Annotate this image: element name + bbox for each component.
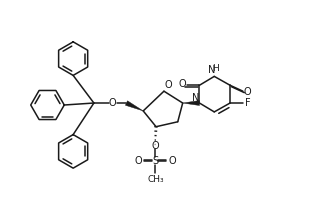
Text: O: O <box>168 156 176 166</box>
Text: H: H <box>212 64 219 73</box>
Polygon shape <box>183 101 199 105</box>
Text: N: N <box>208 66 215 75</box>
Text: CH₃: CH₃ <box>148 175 164 184</box>
Text: N: N <box>192 93 199 103</box>
Text: O: O <box>243 87 251 97</box>
Text: F: F <box>245 98 251 108</box>
Text: O: O <box>135 156 142 166</box>
Polygon shape <box>125 101 143 111</box>
Text: O: O <box>109 98 116 108</box>
Text: O: O <box>164 80 172 90</box>
Text: O: O <box>179 79 187 89</box>
Text: O: O <box>151 142 159 151</box>
Text: S: S <box>152 156 158 166</box>
